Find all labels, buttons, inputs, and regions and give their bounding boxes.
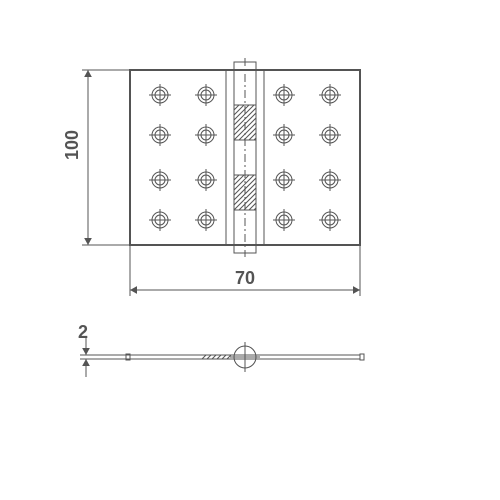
arrow-head: [130, 286, 137, 294]
dimension-label: 100: [62, 130, 82, 160]
hinge-technical-drawing: 100 70 2: [0, 0, 500, 500]
arrow-head: [82, 359, 90, 366]
arrow-head: [82, 348, 90, 355]
dimension-label: 70: [235, 268, 255, 288]
dimension-label: 2: [78, 322, 88, 342]
arrow-head: [84, 238, 92, 245]
arrow-head: [353, 286, 360, 294]
arrow-head: [84, 70, 92, 77]
